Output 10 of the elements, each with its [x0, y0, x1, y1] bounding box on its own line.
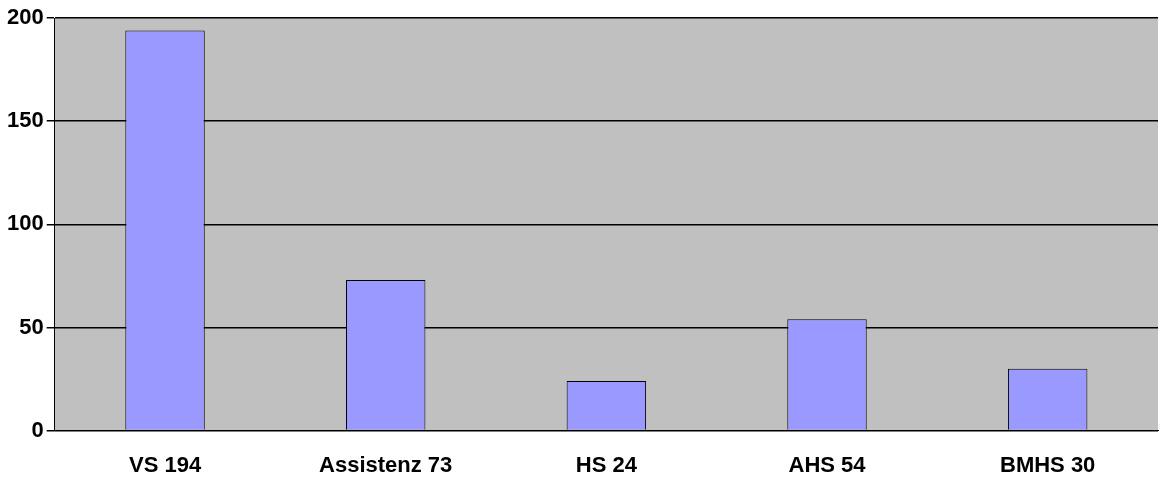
x-tick-label: VS 194 — [128, 451, 202, 477]
y-tick-label: 100 — [6, 210, 44, 236]
y-tick-label: 50 — [19, 313, 44, 339]
x-tick-label: HS 24 — [575, 451, 638, 477]
y-tick-label: 150 — [6, 107, 44, 133]
y-tick-label: 200 — [6, 4, 44, 30]
x-tick-label: Assistenz 73 — [319, 451, 453, 477]
y-tick-label: 0 — [31, 416, 44, 442]
x-tick-label: BMHS 30 — [999, 451, 1096, 477]
x-tick-label: AHS 54 — [788, 451, 867, 477]
